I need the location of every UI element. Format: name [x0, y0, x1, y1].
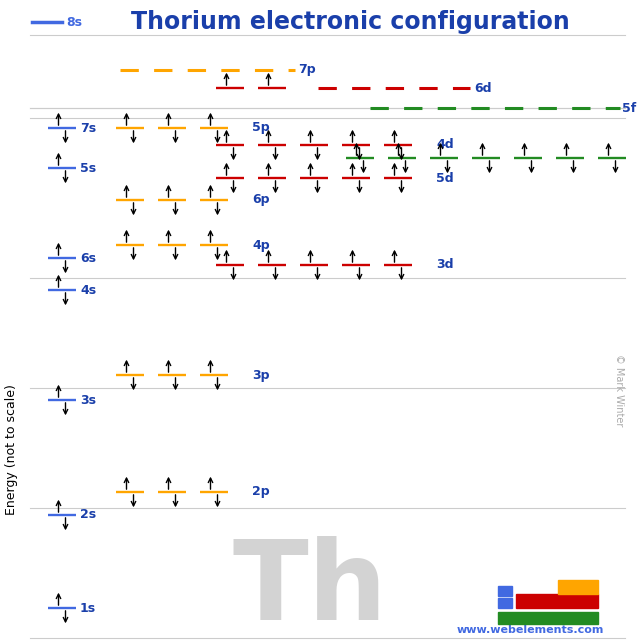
Text: Thorium electronic configuration: Thorium electronic configuration: [131, 10, 570, 34]
Text: 5f: 5f: [622, 102, 636, 115]
Bar: [498, 598, 512, 608]
Text: www.webelements.com: www.webelements.com: [456, 625, 604, 635]
Text: 3d: 3d: [436, 259, 454, 271]
Text: 4p: 4p: [252, 239, 269, 252]
Text: 1s: 1s: [80, 602, 96, 614]
Text: Th: Th: [232, 536, 387, 640]
Text: 2s: 2s: [80, 509, 96, 522]
Text: 3p: 3p: [252, 369, 269, 381]
Text: 2p: 2p: [252, 486, 269, 499]
Text: 4d: 4d: [436, 138, 454, 152]
Bar: [498, 612, 598, 624]
Text: 7p: 7p: [298, 63, 316, 77]
Text: © Mark Winter: © Mark Winter: [614, 354, 624, 426]
Text: 5s: 5s: [80, 161, 96, 175]
Text: 6p: 6p: [252, 193, 269, 207]
Bar: [498, 586, 512, 596]
Text: 5d: 5d: [436, 172, 454, 184]
Text: 6s: 6s: [80, 252, 96, 264]
Text: 5p: 5p: [252, 122, 269, 134]
Text: Energy (not to scale): Energy (not to scale): [6, 385, 19, 515]
Text: 8s: 8s: [66, 15, 82, 29]
Text: 4s: 4s: [80, 284, 96, 296]
Text: 3s: 3s: [80, 394, 96, 406]
Text: 6d: 6d: [474, 81, 492, 95]
Text: 7s: 7s: [80, 122, 96, 134]
Bar: [516, 594, 598, 608]
Bar: [558, 580, 598, 594]
